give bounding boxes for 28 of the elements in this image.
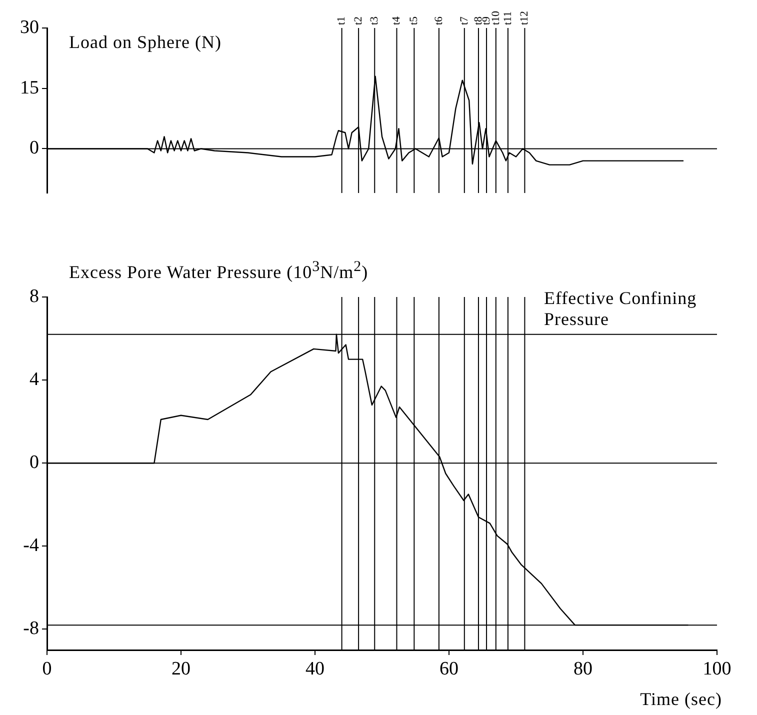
x-tick-label: 100 [702,658,732,680]
y-tick-label: 4 [30,369,40,390]
ref-line-label: t6 [432,16,445,25]
y-tick-label: 0 [30,138,39,159]
y-tick-label: 0 [30,452,39,474]
ref-line-label: t7 [458,16,470,25]
ref-line-label: t5 [408,16,420,25]
ref-line-label: t3 [368,16,381,25]
x-tick-label: 40 [306,658,324,680]
ref-line-label: t4 [390,16,403,25]
ref-line-label: t10 [490,10,502,25]
chart-title: Load on Sphere (N) [69,32,222,53]
ref-line-label: t1 [336,16,348,25]
ref-line-label: t9 [480,16,492,25]
x-tick-label: 80 [574,658,592,680]
x-axis-title: Time (sec) [640,689,722,710]
ref-line-label: t12 [518,10,531,25]
y-tick-label: -8 [23,618,39,640]
ref-line-label: Effective Confining Pressure [544,288,698,330]
x-tick-label: 60 [440,658,458,680]
y-tick-label: -4 [23,535,40,556]
ref-line-label: t2 [352,16,364,25]
ref-line-label: t11 [502,11,514,25]
chart-title: Excess Pore Water Pressure (10$^{3}$N/m$^{2}$) [69,259,368,283]
y-tick-label: 8 [30,286,39,307]
y-tick-label: 30 [20,16,39,38]
x-tick-label: 20 [172,658,190,680]
y-tick-label: 15 [20,77,39,98]
